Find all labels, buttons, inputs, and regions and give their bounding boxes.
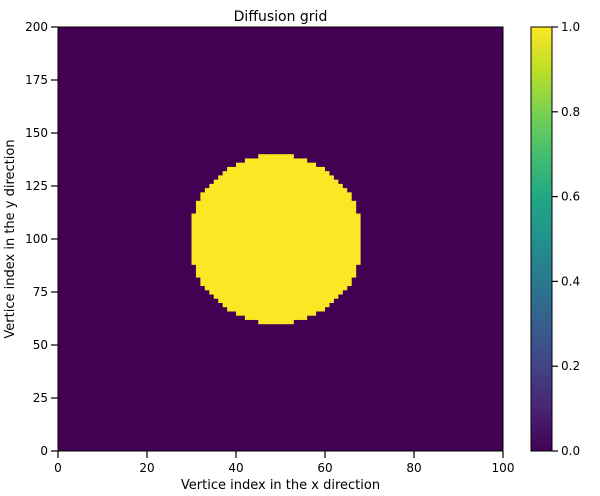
region-cell (258, 319, 294, 325)
heatmap-plot: 0 20 40 60 80 100 0 25 50 75 100 125 150 175 200 (25, 20, 514, 475)
chart-title: Diffusion grid (234, 9, 328, 25)
region-cell (191, 213, 361, 219)
region-cell (195, 205, 357, 210)
region-cell (191, 251, 361, 257)
region-cell (191, 226, 361, 231)
region-cell (200, 196, 352, 202)
colorbar-tick-label: 0.0 (561, 444, 580, 458)
region-cell (218, 175, 334, 181)
colorbar: 0.0 0.2 0.4 0.6 0.8 1.0 (530, 20, 580, 458)
region-cell (191, 222, 361, 227)
region-cell (236, 162, 317, 168)
region-cell (191, 234, 361, 240)
colorbar-tick-label: 0.4 (561, 274, 580, 288)
region-cell (213, 294, 339, 299)
region-cell (204, 188, 348, 193)
y-tick-label: 0 (40, 444, 48, 458)
region-cell (236, 311, 317, 316)
x-tick-label: 80 (406, 461, 421, 475)
region-cell (200, 192, 352, 197)
region-cell (191, 230, 361, 236)
region-cell (244, 315, 308, 320)
region-cell (213, 179, 339, 185)
region-cell (191, 239, 361, 244)
y-axis-label: Vertice index in the y direction (3, 139, 18, 338)
x-tick-label: 100 (492, 461, 515, 475)
region-cell (244, 158, 308, 164)
colorbar-tick-label: 0.6 (561, 190, 580, 204)
region-cell (191, 243, 361, 248)
x-tick-label: 40 (228, 461, 243, 475)
y-tick-label: 150 (25, 126, 48, 140)
region-cell (222, 302, 330, 308)
region-cell (209, 183, 343, 189)
region-cell (195, 268, 357, 274)
x-tick-label: 0 (54, 461, 62, 475)
heatmap-region (191, 154, 361, 325)
region-cell (222, 171, 330, 176)
y-tick-label: 200 (25, 20, 48, 34)
region-cell (195, 264, 357, 270)
y-tick-label: 100 (25, 232, 48, 246)
region-cell (195, 200, 357, 206)
colorbar-ticks: 0.0 0.2 0.4 0.6 0.8 1.0 (552, 20, 580, 458)
region-cell (218, 298, 334, 303)
colorbar-tick-label: 0.8 (561, 105, 580, 119)
x-tick-label: 20 (139, 461, 154, 475)
y-tick-label: 125 (25, 179, 48, 193)
y-axis: 0 25 50 75 100 125 150 175 200 (25, 20, 58, 458)
region-cell (204, 285, 348, 291)
colorbar-gradient (530, 26, 553, 452)
x-axis: 0 20 40 60 80 100 (54, 451, 514, 475)
y-tick-label: 50 (33, 338, 48, 352)
region-cell (191, 255, 361, 261)
region-cell (191, 247, 361, 253)
region-cell (195, 209, 357, 214)
y-tick-label: 25 (33, 391, 48, 405)
region-cell (195, 272, 357, 278)
y-tick-label: 75 (33, 285, 48, 299)
region-cell (191, 260, 361, 265)
x-axis-label: Vertice index in the x direction (181, 478, 380, 493)
region-cell (191, 217, 361, 223)
x-tick-label: 60 (317, 461, 332, 475)
region-cell (227, 166, 325, 172)
colorbar-tick-label: 1.0 (561, 20, 580, 34)
region-cell (200, 281, 352, 287)
region-cell (209, 289, 343, 295)
region-cell (227, 306, 325, 312)
region-cell (258, 154, 294, 159)
colorbar-tick-label: 0.2 (561, 359, 580, 373)
y-tick-label: 175 (25, 73, 48, 87)
region-cell (200, 277, 352, 282)
